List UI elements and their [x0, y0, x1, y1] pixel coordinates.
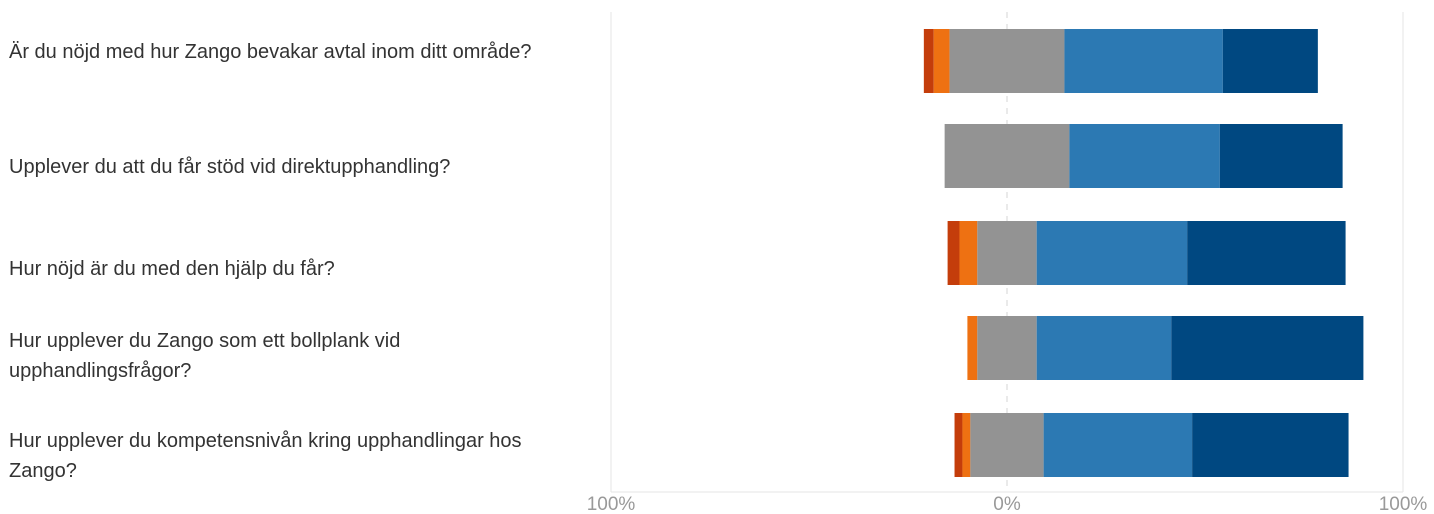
bar-segment-row5-series1 — [954, 413, 963, 477]
bar-segment-row2-series4 — [1069, 124, 1220, 188]
bar-segment-row4-series3 — [977, 316, 1037, 380]
question-label: Hur upplever du Zango som ett bollplank … — [9, 330, 401, 382]
bar-segment-row3-series1 — [947, 221, 960, 285]
x-tick-label: 0% — [993, 494, 1021, 514]
bar-segment-row1-series2 — [933, 29, 950, 93]
bar-segment-row1-series3 — [949, 29, 1065, 93]
bar-segment-row1-series1 — [923, 29, 934, 93]
x-tick-label: 100% — [1379, 494, 1428, 514]
bar-segment-row2-series3 — [944, 124, 1070, 188]
bar-segment-row3-series4 — [1036, 221, 1188, 285]
question-label: Upplever du att du får stöd vid direktup… — [9, 156, 451, 178]
bar-segment-row1-series4 — [1064, 29, 1223, 93]
bar-segment-row3-series5 — [1187, 221, 1346, 285]
bar-segment-row5-series3 — [970, 413, 1044, 477]
bar-segment-row4-series4 — [1036, 316, 1172, 380]
bar-segment-row5-series5 — [1192, 413, 1349, 477]
bar-segment-row5-series4 — [1043, 413, 1193, 477]
bar-segment-row2-series5 — [1219, 124, 1343, 188]
x-tick-label: 100% — [587, 494, 636, 514]
bar-segment-row3-series3 — [977, 221, 1037, 285]
bar-segment-row3-series2 — [959, 221, 978, 285]
bar-segment-row5-series2 — [962, 413, 971, 477]
bar-segment-row1-series5 — [1222, 29, 1318, 93]
question-label: Hur nöjd är du med den hjälp du får? — [9, 258, 335, 280]
bar-segment-row4-series5 — [1171, 316, 1364, 380]
bars — [923, 29, 1364, 477]
question-label: Hur upplever du kompetensnivån kring upp… — [9, 430, 522, 482]
question-label: Är du nöjd med hur Zango bevakar avtal i… — [9, 41, 532, 63]
bar-segment-row4-series2 — [967, 316, 978, 380]
x-axis-ticks: 100% 0% 100% — [587, 494, 1428, 514]
